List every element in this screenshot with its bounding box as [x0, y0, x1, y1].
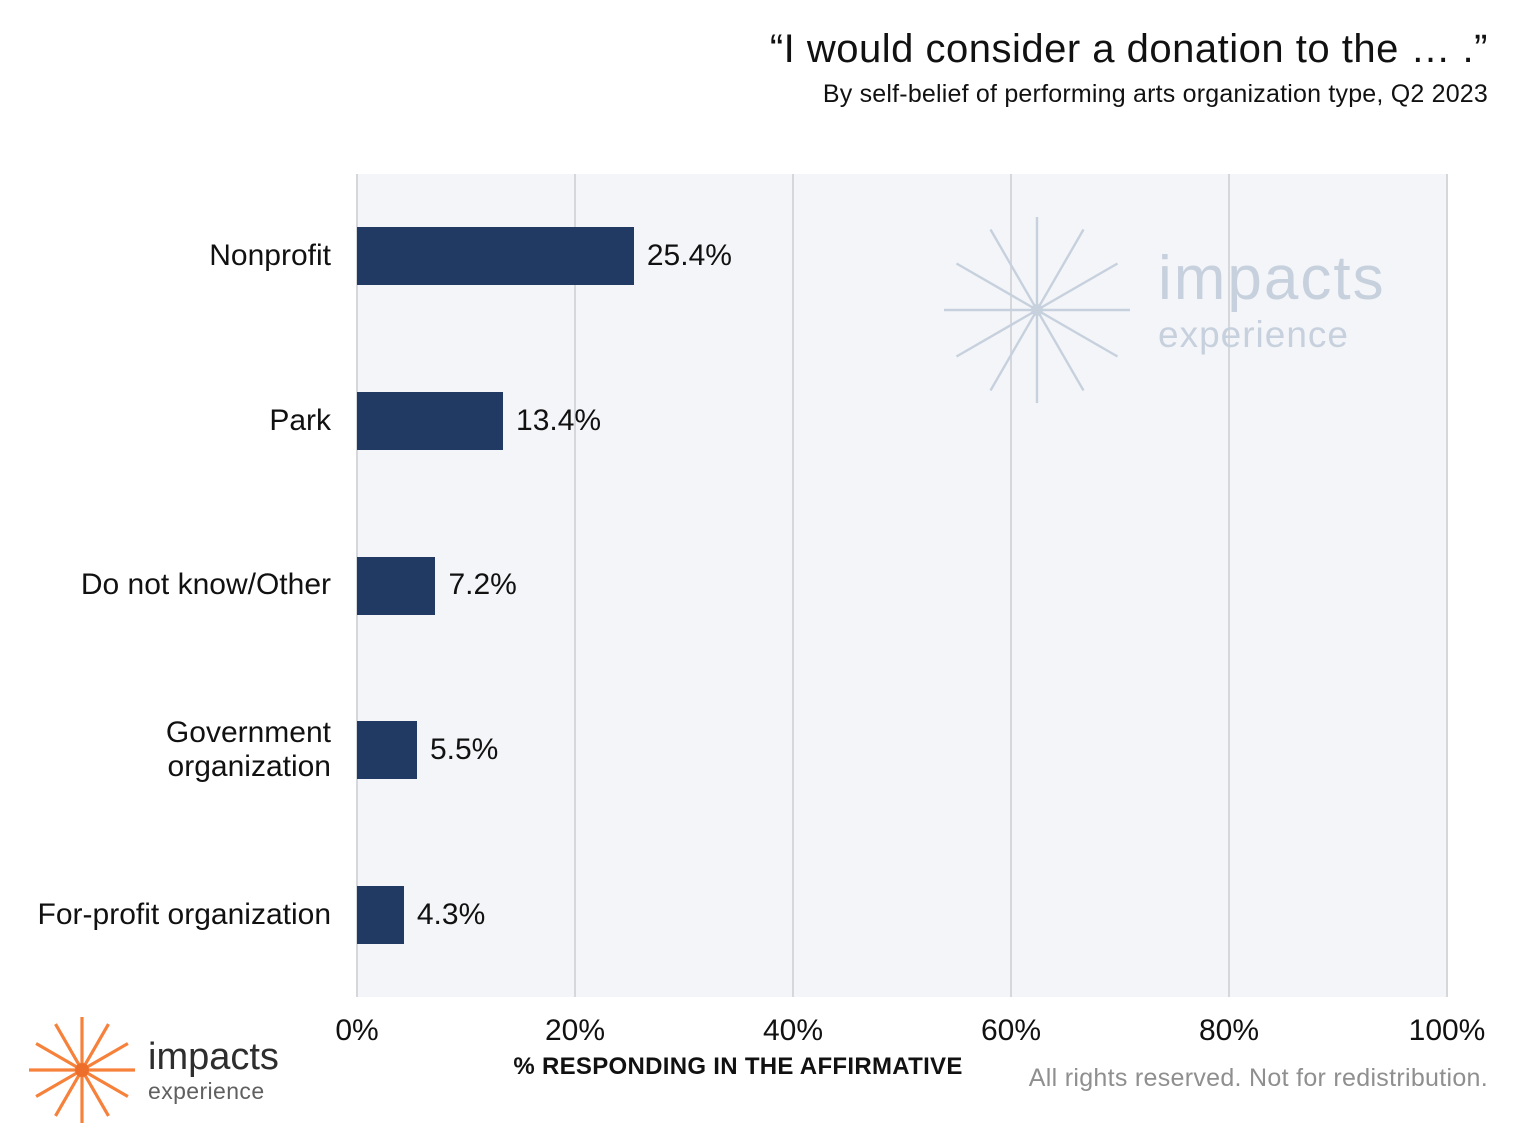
footer-logo-brand: impacts	[148, 1036, 279, 1078]
watermark-text: impacts experience	[1158, 244, 1386, 355]
watermark-sub: experience	[1158, 314, 1350, 355]
x-tick-label: 20%	[544, 1014, 606, 1047]
plot-area: impacts experience	[356, 174, 1448, 997]
bar	[357, 885, 404, 944]
x-tick-label: 60%	[980, 1014, 1042, 1047]
value-label: 13.4%	[516, 403, 602, 437]
category-label: Park	[269, 403, 331, 437]
category-label: Government organization	[165, 716, 331, 784]
value-label: 7.2%	[448, 568, 517, 602]
x-tick-label: 0%	[335, 1014, 379, 1047]
rights-notice: All rights reserved. Not for redistribut…	[1028, 1064, 1488, 1092]
value-label: 25.4%	[646, 239, 732, 273]
x-tick-label: 80%	[1198, 1014, 1260, 1047]
chart-title: “I would consider a donation to the … .”	[769, 27, 1488, 71]
footer-logo-sub: experience	[148, 1078, 265, 1104]
bar	[357, 391, 504, 450]
category-label: For-profit organization	[37, 897, 331, 931]
x-tick-label: 40%	[762, 1014, 824, 1047]
footer-starburst-icon	[29, 1017, 135, 1123]
gridline	[1446, 174, 1448, 997]
footer-logo-text: impacts experience	[148, 1038, 279, 1103]
chart-header: “I would consider a donation to the … .”…	[770, 26, 1488, 109]
category-label: Nonprofit	[209, 239, 331, 273]
gridline	[1010, 174, 1012, 997]
x-tick-label: 100%	[1408, 1014, 1486, 1047]
footer-logo: impacts experience	[0, 1008, 320, 1138]
bar	[357, 721, 417, 780]
bar	[357, 556, 436, 615]
chart-subtitle: By self-belief of performing arts organi…	[822, 80, 1488, 108]
value-label: 4.3%	[416, 897, 486, 931]
category-label: Do not know/Other	[80, 568, 331, 602]
bar	[357, 227, 634, 286]
gridline	[1228, 174, 1230, 997]
watermark: impacts experience	[357, 174, 1447, 997]
watermark-starburst-icon	[944, 217, 1130, 403]
value-label: 5.5%	[429, 733, 499, 767]
x-axis-title: % RESPONDING IN THE AFFIRMATIVE	[513, 1053, 963, 1080]
gridline	[574, 174, 576, 997]
gridline	[792, 174, 794, 997]
watermark-brand: impacts	[1158, 244, 1386, 313]
